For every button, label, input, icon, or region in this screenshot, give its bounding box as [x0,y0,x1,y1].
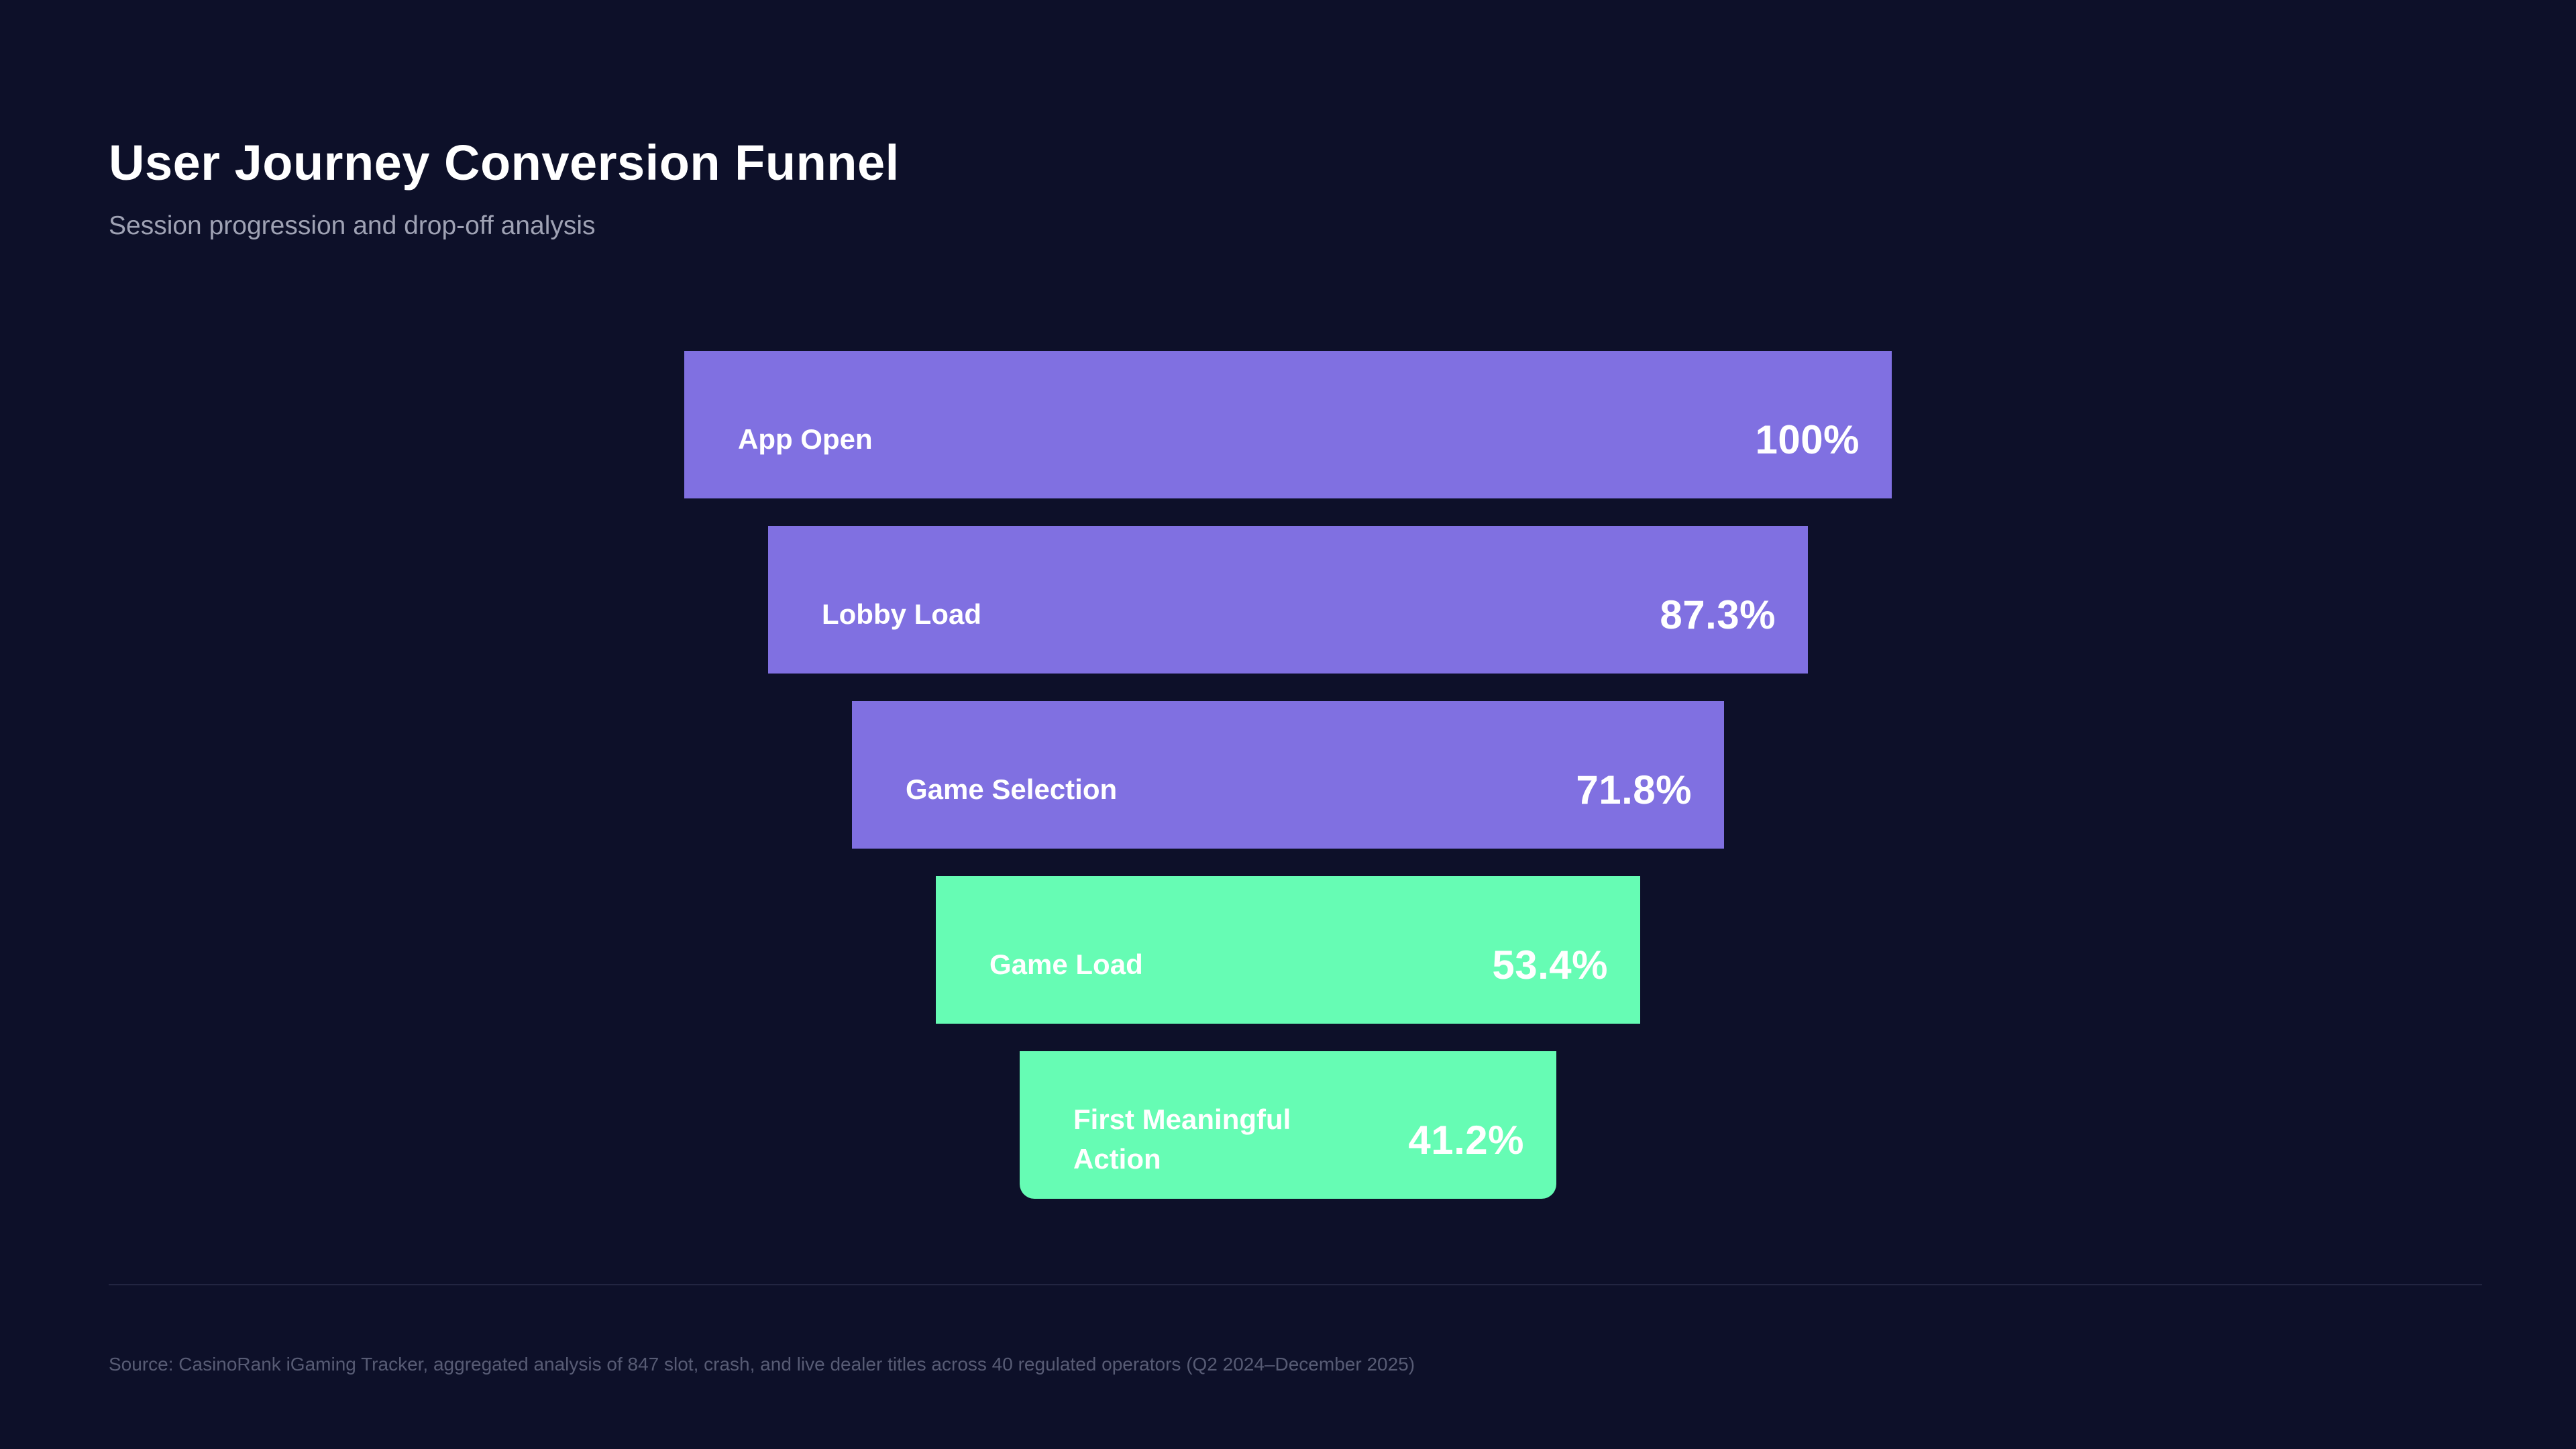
stage-value: 71.8% [1576,767,1692,812]
source-note: Source: CasinoRank iGaming Tracker, aggr… [109,1354,1415,1375]
funnel-bar-game-load[interactable]: Game Load 53.4% [936,876,1640,1024]
funnel-bar-first-meaningful-action[interactable]: First Meaningful Action 41.2% [1020,1051,1556,1199]
stage-value: 100% [1755,417,1860,462]
page-subtitle: Session progression and drop-off analysi… [109,211,596,241]
stage-label: Game Load [989,948,1143,980]
funnel-bar-lobby-load[interactable]: Lobby Load 87.3% [768,526,1808,674]
footer-divider [109,1284,2482,1285]
chart-header: User Journey Conversion Funnel Session p… [109,134,900,241]
funnel-bar-game-selection[interactable]: Game Selection 71.8% [852,701,1724,849]
stage-value: 41.2% [1408,1117,1524,1163]
funnel-bar-app-open[interactable]: App Open 100% [684,351,1892,498]
stage-label: Lobby Load [822,598,981,630]
stage-label: First Meaningful Action [1073,1104,1291,1175]
stage-value: 53.4% [1492,942,1608,987]
stage-label: Game Selection [906,773,1118,805]
stage-label: App Open [738,423,873,455]
page-title: User Journey Conversion Funnel [109,135,900,191]
stage-value: 87.3% [1660,592,1776,637]
funnel-chart: App Open 100% Lobby Load 87.3% Game Selectio… [0,351,2576,1199]
